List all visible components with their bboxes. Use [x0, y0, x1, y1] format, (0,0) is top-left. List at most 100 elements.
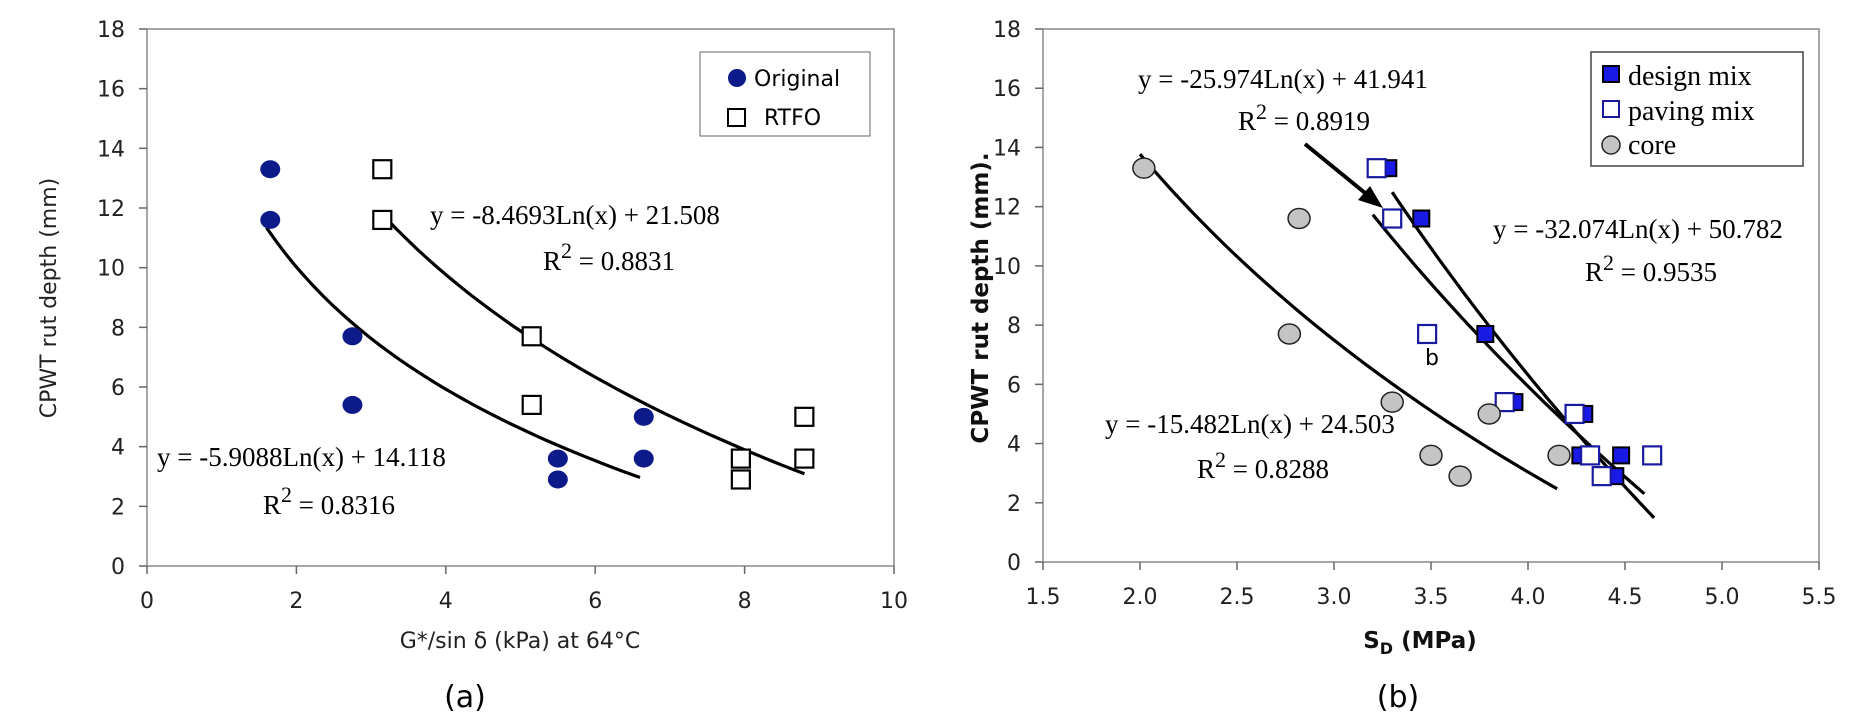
- legend-original-marker: [728, 69, 746, 87]
- chart-a-point-original: [342, 327, 363, 346]
- chart-b-point-core: [1277, 323, 1302, 345]
- chart-a-x-tick-label: 2: [289, 589, 303, 614]
- legend-paving-mix-marker: [1602, 100, 1620, 118]
- chart-a-point-original: [260, 160, 281, 179]
- chart-a-point-rtfo: [730, 448, 751, 469]
- chart-b-point-core: [1287, 207, 1311, 230]
- chart-a-x-axis-label: G*/sin δ (kPa) at 64°C: [400, 629, 641, 654]
- chart-a-point-original: [547, 449, 568, 468]
- chart-b: 0 2 4 6 8 10 12 14 16 18 1.5 2.0 2.5 3.0 3.5 4.0 4.5 5.0…: [968, 18, 1837, 715]
- chart-b-legend: design mix paving mix core: [1590, 51, 1804, 167]
- chart-b-point-design-mix: [1476, 324, 1495, 343]
- chart-b-trendline-core-r2: R2 = 0.8288: [1197, 447, 1329, 484]
- chart-b-y-tick-label: 12: [993, 196, 1021, 221]
- chart-a-point-original: [633, 407, 654, 426]
- chart-b-y-tick-label: 4: [1007, 433, 1021, 458]
- chart-a: 0 2 4 6 8 10 12 14 16 18 0 2 4 6 8 10 CPWT rut depth (…: [37, 18, 908, 715]
- chart-a-x-tick-label: 10: [880, 589, 908, 614]
- chart-a-trendline-rtfo-r2: R2 = 0.8831: [543, 238, 675, 276]
- chart-b-trendline-design-r2: R2 = 0.9535: [1585, 250, 1717, 287]
- chart-b-y-tick-label: 14: [993, 136, 1021, 161]
- chart-a-point-rtfo: [521, 394, 542, 415]
- chart-a-point-original: [633, 449, 654, 468]
- chart-a-point-rtfo: [372, 159, 393, 180]
- chart-a-point-original: [547, 470, 568, 489]
- chart-b-caption: (b): [1377, 680, 1419, 715]
- chart-b-point-paving-mix: [1579, 445, 1601, 466]
- chart-a-point-original: [342, 395, 363, 414]
- chart-a-legend: Original RTFO: [699, 51, 871, 137]
- chart-a-y-tick-label: 14: [97, 137, 125, 162]
- chart-b-point-design-mix: [1412, 209, 1431, 228]
- chart-b-x-tick-label: 3.5: [1414, 585, 1449, 610]
- chart-b-trendline-core-equation: y = -15.482Ln(x) + 24.503: [1105, 409, 1395, 439]
- chart-a-point-original: [260, 210, 281, 229]
- chart-b-x-tick-label: 5.0: [1705, 585, 1740, 610]
- chart-a-trendline-rtfo-equation: y = -8.4693Ln(x) + 21.508: [430, 200, 720, 230]
- chart-b-x-tick-label: 2.5: [1220, 585, 1255, 610]
- chart-b-point-core: [1419, 444, 1443, 467]
- legend-core-marker: [1601, 135, 1621, 155]
- chart-b-point-paving-mix: [1494, 392, 1515, 413]
- chart-b-y-tick-label: 0: [1007, 551, 1021, 576]
- chart-a-y-tick-label: 4: [111, 436, 125, 461]
- chart-b-point-core: [1448, 465, 1472, 487]
- chart-a-point-rtfo: [794, 406, 815, 427]
- chart-b-trendline-paving-equation: y = -25.974Ln(x) + 41.941: [1138, 64, 1428, 94]
- chart-b-trendline-2: [1138, 153, 1558, 491]
- legend-original-label: Original: [754, 67, 840, 92]
- chart-b-point-paving-mix: [1642, 445, 1663, 466]
- legend-rtfo-marker: [727, 108, 746, 127]
- chart-b-point-core: [1132, 157, 1156, 179]
- chart-a-trendline-1: [384, 217, 805, 476]
- chart-b-point-paving-mix: [1382, 208, 1403, 229]
- chart-b-x-tick-label: 1.5: [1026, 585, 1061, 610]
- chart-b-trendline-paving-r2: R2 = 0.8919: [1238, 99, 1370, 136]
- chart-a-point-rtfo: [730, 469, 751, 490]
- chart-a-y-tick-label: 16: [97, 78, 125, 103]
- chart-b-point-core: [1547, 444, 1571, 467]
- chart-a-point-rtfo: [372, 209, 393, 231]
- chart-b-point-paving-mix: [1591, 466, 1612, 487]
- chart-a-x-tick-label: 4: [439, 589, 453, 614]
- chart-b-point-design-mix: [1612, 446, 1631, 465]
- legend-core-label: core: [1628, 130, 1676, 161]
- chart-b-point-core: [1380, 391, 1404, 413]
- chart-b-trendline-design-equation: y = -32.074Ln(x) + 50.782: [1493, 214, 1783, 244]
- chart-a-y-tick-label: 12: [97, 197, 125, 222]
- chart-b-arrow: [1303, 142, 1383, 208]
- legend-paving-mix-label: paving mix: [1628, 96, 1755, 127]
- chart-a-y-tick-label: 6: [111, 376, 125, 401]
- legend-rtfo-label: RTFO: [764, 106, 821, 131]
- chart-a-point-rtfo: [794, 448, 815, 469]
- chart-a-y-axis-label: CPWT rut depth (mm): [37, 178, 62, 418]
- chart-b-x-tick-label: 4.5: [1608, 585, 1643, 610]
- chart-b-point-paving-mix: [1366, 158, 1387, 179]
- chart-b-annotation: b: [1425, 346, 1439, 371]
- legend-design-mix-marker: [1602, 65, 1620, 83]
- chart-a-x-tick-label: 8: [738, 589, 752, 614]
- chart-a-x-tick-label: 6: [588, 589, 602, 614]
- chart-a-point-rtfo: [521, 326, 542, 347]
- chart-a-trendline-0: [265, 226, 641, 480]
- chart-b-y-axis-label: CPWT rut depth (mm).: [968, 152, 994, 443]
- chart-b-y-tick-label: 6: [1007, 373, 1021, 398]
- chart-b-point-core: [1477, 403, 1501, 425]
- legend-design-mix-label: design mix: [1628, 61, 1752, 92]
- chart-a-y-tick-label: 8: [111, 316, 125, 341]
- chart-b-y-tick-label: 16: [993, 77, 1021, 102]
- chart-b-x-tick-label: 3.0: [1317, 585, 1352, 610]
- chart-b-point-paving-mix: [1564, 403, 1585, 425]
- chart-b-x-tick-label: 4.0: [1511, 585, 1546, 610]
- chart-b-y-tick-label: 8: [1007, 314, 1021, 339]
- chart-b-y-tick-label: 2: [1007, 492, 1021, 517]
- chart-a-trendline-original-r2: R2 = 0.8316: [263, 482, 395, 520]
- chart-b-x-axis-label: SD (MPa): [1363, 628, 1477, 658]
- chart-b-point-paving-mix: [1417, 323, 1438, 345]
- chart-b-y-tick-label: 18: [993, 18, 1021, 43]
- chart-a-y-tick-label: 0: [111, 555, 125, 580]
- chart-a-y-tick-label: 10: [97, 257, 125, 282]
- chart-b-x-tick-label: 2.0: [1123, 585, 1158, 610]
- chart-a-trendline-original-equation: y = -5.9088Ln(x) + 14.118: [157, 442, 446, 472]
